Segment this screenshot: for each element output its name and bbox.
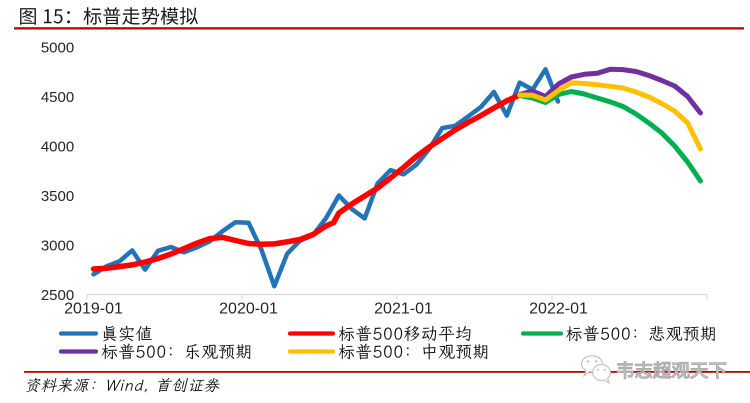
svg-text:4000: 4000 — [41, 138, 74, 155]
svg-text:5000: 5000 — [41, 39, 74, 56]
svg-text:4500: 4500 — [41, 89, 74, 106]
svg-text:2021-01: 2021-01 — [374, 301, 433, 318]
svg-text:3500: 3500 — [41, 188, 74, 205]
svg-text:3000: 3000 — [41, 237, 74, 254]
svg-text:2022-01: 2022-01 — [529, 301, 588, 318]
svg-text:2019-01: 2019-01 — [64, 301, 123, 318]
svg-text:2500: 2500 — [41, 287, 74, 304]
svg-text:2020-01: 2020-01 — [219, 301, 278, 318]
